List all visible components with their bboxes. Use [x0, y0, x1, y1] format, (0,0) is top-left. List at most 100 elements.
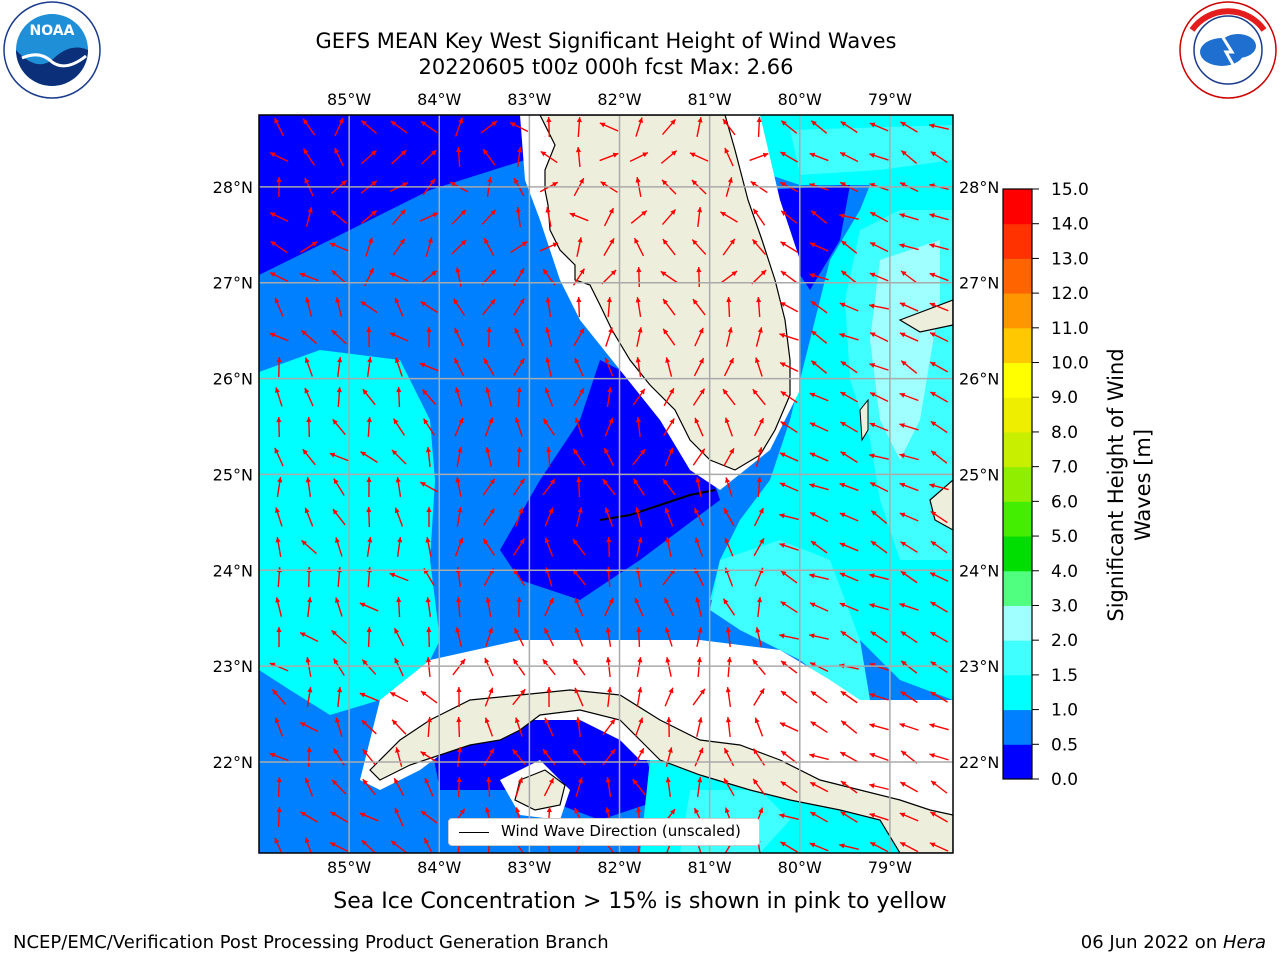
wave-arrow	[605, 327, 614, 347]
wave-arrow	[753, 537, 765, 557]
wave-arrow	[780, 570, 798, 584]
wave-arrow	[724, 147, 734, 167]
legend-label: Wind Wave Direction (unscaled)	[501, 822, 741, 840]
colorbar-segment	[1003, 397, 1032, 433]
wave-arrow	[839, 213, 859, 220]
wave-arrow	[693, 507, 705, 527]
wave-arrow	[840, 780, 858, 794]
wave-arrow	[839, 572, 859, 582]
footer-credit: NCEP/EMC/Verification Post Processing Pr…	[13, 932, 609, 953]
wave-arrow	[544, 597, 554, 617]
wave-arrow	[513, 298, 525, 316]
wave-arrow	[540, 150, 558, 164]
wave-arrow	[604, 507, 614, 527]
wave-arrow	[389, 332, 409, 342]
wave-arrow	[930, 631, 948, 643]
wave-arrow	[756, 476, 762, 498]
wave-arrow	[722, 388, 736, 406]
wave-arrow	[632, 448, 646, 466]
wave-arrow	[756, 116, 762, 138]
wave-arrow	[304, 387, 314, 407]
wave-arrow	[574, 627, 584, 647]
wave-arrow	[333, 478, 345, 496]
chart-title: GEFS MEAN Key West Significant Height of…	[315, 29, 897, 53]
wave-arrow	[899, 722, 919, 731]
wave-arrow	[809, 811, 829, 823]
wave-arrow	[419, 481, 439, 493]
wave-arrow	[391, 719, 407, 735]
wave-arrow	[870, 540, 888, 554]
wave-arrow	[809, 781, 829, 793]
colorbar-tick-label: 13.0	[1051, 249, 1089, 269]
wave-arrow	[606, 536, 612, 558]
wave-arrow	[663, 418, 675, 436]
colorbar-tick-label: 5.0	[1051, 527, 1078, 547]
wave-arrow	[574, 417, 583, 437]
wave-arrow	[481, 209, 497, 225]
wave-arrow	[929, 753, 949, 761]
wave-arrow	[780, 841, 798, 853]
wave-arrow	[331, 329, 347, 345]
wave-arrow	[269, 662, 289, 672]
wave-arrow	[930, 691, 948, 703]
wave-arrow	[839, 602, 859, 612]
colorbar-segment	[1003, 327, 1032, 364]
wave-arrow	[870, 510, 888, 524]
wave-arrow	[840, 811, 858, 823]
wave-arrow	[900, 270, 918, 284]
wave-arrow	[662, 478, 676, 496]
wave-arrow	[839, 751, 859, 763]
wave-arrow	[361, 719, 377, 735]
wave-arrow	[929, 123, 949, 130]
wave-arrow	[662, 328, 676, 346]
wave-arrow	[899, 392, 919, 402]
wave-arrow	[840, 240, 858, 254]
wave-arrow	[604, 417, 614, 437]
wave-arrow	[456, 507, 463, 527]
wave-arrow	[299, 721, 319, 733]
wave-arrow	[810, 360, 828, 374]
wave-arrow	[696, 266, 702, 288]
wave-arrow	[390, 840, 408, 853]
colorbar-segment	[1003, 223, 1032, 259]
wave-arrow	[899, 781, 919, 793]
wave-arrow	[869, 812, 889, 821]
wave-arrow	[810, 690, 828, 704]
wave-arrow	[575, 146, 582, 168]
wave-arrow	[724, 417, 734, 437]
wave-arrow	[484, 417, 494, 437]
wave-arrow	[276, 477, 283, 497]
wave-arrow	[514, 327, 524, 347]
wave-arrow	[420, 301, 438, 313]
wave-arrow	[539, 242, 559, 252]
colorbar-tick-label: 15.0	[1051, 180, 1089, 200]
wave-arrow	[632, 388, 646, 406]
wave-arrow	[393, 418, 405, 436]
wave-arrow	[635, 357, 642, 377]
wave-arrow	[394, 657, 404, 677]
wave-arrow	[329, 242, 349, 252]
wave-arrow	[452, 298, 466, 316]
wave-arrow	[809, 633, 829, 640]
wave-arrow	[810, 720, 828, 734]
wave-arrow	[485, 627, 493, 647]
wave-arrow	[900, 150, 918, 164]
wave-arrow	[809, 483, 829, 491]
wave-arrow	[780, 600, 798, 614]
wave-arrow	[361, 149, 377, 165]
wave-arrow	[869, 481, 889, 493]
wave-arrow	[516, 446, 522, 468]
wave-arrow	[606, 296, 612, 318]
wave-arrow	[661, 208, 677, 226]
wave-arrow	[929, 213, 949, 221]
lat-tick-right: 27°N	[959, 274, 999, 293]
wave-arrow	[899, 213, 919, 221]
colorbar-tick-label: 2.0	[1051, 631, 1078, 651]
colorbar-segment	[1003, 536, 1032, 572]
wave-arrow	[334, 597, 343, 617]
wave-arrow	[335, 717, 343, 737]
lon-tick-bottom: 80°W	[778, 858, 822, 877]
wave-arrow	[359, 602, 379, 612]
wave-arrow	[513, 358, 525, 376]
wave-arrow	[360, 300, 378, 314]
